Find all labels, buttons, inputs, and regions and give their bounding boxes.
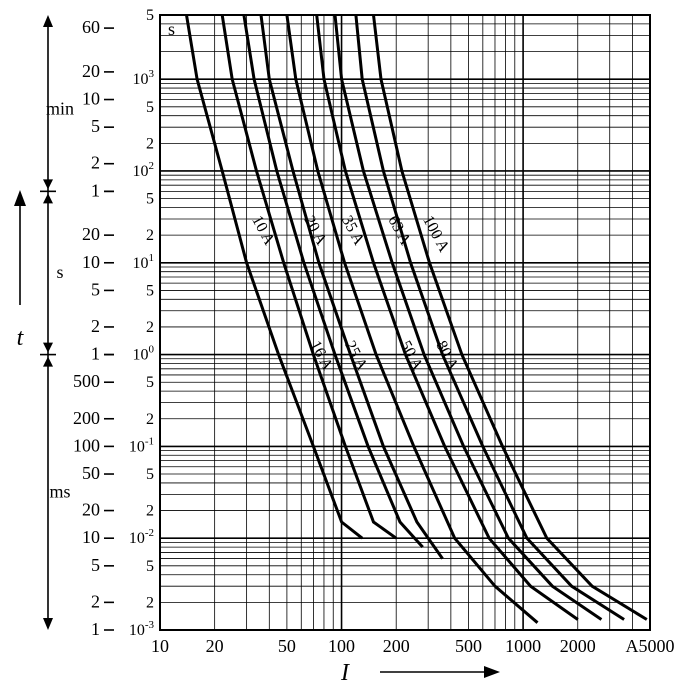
x-tick-label: 2000	[560, 636, 596, 656]
x-tick-label: A5000	[626, 636, 675, 656]
curve-label: 35 A	[338, 213, 368, 248]
curve-label: 20 A	[300, 213, 330, 248]
separator-icon	[43, 357, 53, 367]
y-tick-sub: 5	[146, 466, 154, 483]
separator-icon	[43, 343, 53, 353]
y-tick-decade: 103	[133, 68, 155, 88]
y-tick-sub: 2	[146, 594, 154, 611]
y-left-tick: 100	[73, 435, 100, 455]
x-tick-label: 10	[151, 636, 169, 656]
y-left-tick: 10	[82, 252, 100, 272]
x-tick-label: 50	[278, 636, 296, 656]
time-current-chart: t I 10205010020050010002000A500010-32510…	[0, 0, 678, 686]
y-left-tick: 20	[82, 500, 100, 520]
y-left-tick: 2	[91, 591, 100, 611]
y-tick-sub: 2	[146, 319, 154, 336]
y-tick-sub: 5	[146, 558, 154, 575]
y-left-tick: 60	[82, 17, 100, 37]
y-tick-decade: 102	[133, 160, 155, 180]
y-left-tick: 20	[82, 224, 100, 244]
y-left-tick: 1	[91, 180, 100, 200]
y-tick-sub: 2	[146, 227, 154, 244]
y-left-tick: 1	[91, 619, 100, 639]
y-axis-label: t	[17, 325, 25, 351]
x-tick-label: 1000	[505, 636, 541, 656]
y-tick-sub: 5	[146, 374, 154, 391]
y-left-tick: 5	[91, 279, 100, 299]
y-left-tick: 50	[82, 463, 100, 483]
y-left-tick: 5	[91, 555, 100, 575]
plot-area: 10205010020050010002000A500010-32510-225…	[40, 7, 675, 656]
arrow-up-icon	[43, 15, 53, 27]
y-left-tick: 2	[91, 316, 100, 336]
y-tick-sub: 2	[146, 411, 154, 428]
arrow-down-icon	[43, 618, 53, 630]
y-left-tick: 10	[82, 527, 100, 547]
curve-100A	[374, 15, 647, 620]
y-tick-sub: 5	[146, 99, 154, 116]
y-tick-decade: 100	[133, 344, 155, 364]
separator-icon	[43, 179, 53, 189]
curve-label: 25 A	[341, 338, 371, 373]
y-left-unit: min	[46, 99, 74, 119]
y-unit-top: s	[168, 19, 175, 39]
x-tick-label: 500	[455, 636, 482, 656]
y-tick-decade: 10-2	[129, 527, 154, 547]
y-tick-decade: 101	[133, 252, 155, 272]
y-tick-sub: 5	[146, 282, 154, 299]
y-axis-arrow-icon	[14, 190, 26, 305]
y-left-tick: 10	[82, 89, 100, 109]
curve-label: 10 A	[248, 213, 278, 248]
y-tick-sub: 5	[146, 7, 154, 24]
x-axis-arrow-icon	[380, 666, 500, 678]
y-tick-sub: 2	[146, 503, 154, 520]
y-left-unit: ms	[49, 481, 70, 501]
y-left-tick: 5	[91, 116, 100, 136]
x-tick-label: 200	[383, 636, 410, 656]
y-left-tick: 1	[91, 344, 100, 364]
y-left-tick: 200	[73, 408, 100, 428]
separator-icon	[43, 193, 53, 203]
y-tick-sub: 5	[146, 191, 154, 208]
y-left-unit: s	[56, 262, 63, 282]
x-axis-label: I	[340, 660, 350, 686]
y-tick-sub: 2	[146, 135, 154, 152]
y-left-tick: 2	[91, 153, 100, 173]
x-tick-label: 20	[206, 636, 224, 656]
curve-label: 63 A	[384, 213, 414, 248]
y-left-tick: 500	[73, 371, 100, 391]
y-tick-decade: 10-1	[129, 435, 154, 455]
y-left-tick: 20	[82, 61, 100, 81]
x-tick-label: 100	[328, 636, 355, 656]
